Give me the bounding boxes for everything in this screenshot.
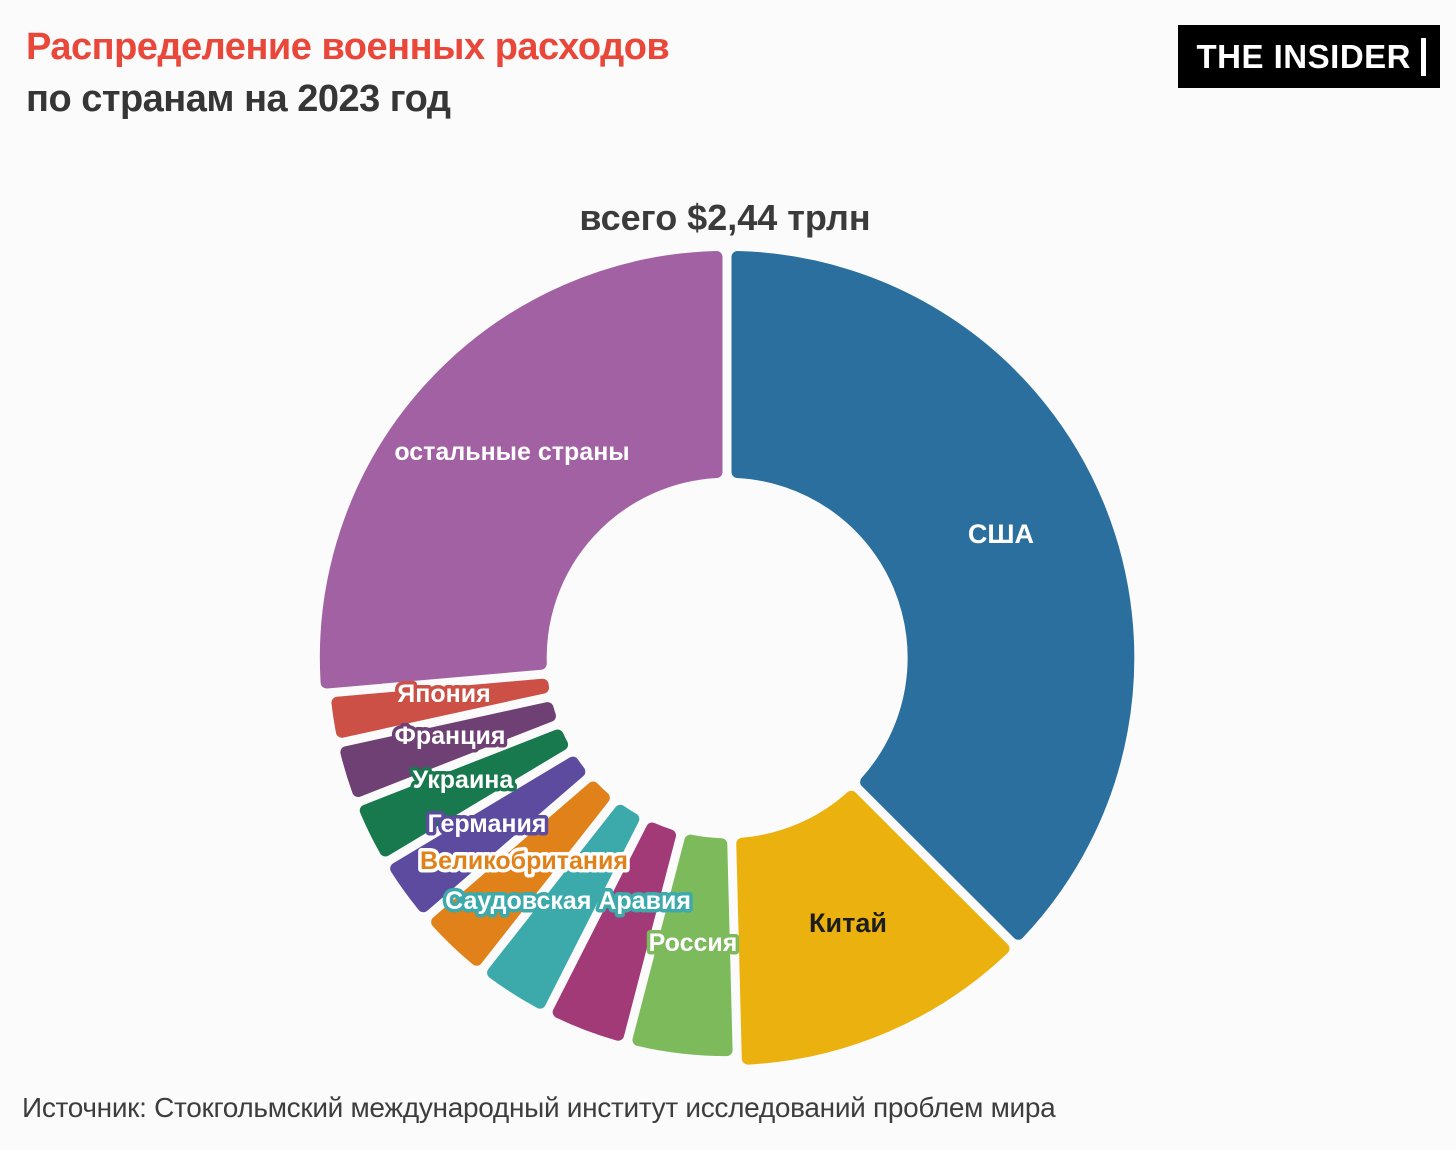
logo-text: THE INSIDER (1196, 37, 1411, 75)
slice-label-france: Франция (395, 722, 506, 750)
segment-остальные страны[interactable] (319, 251, 723, 689)
segment-Украина[interactable] (359, 729, 569, 857)
page-title: Распределение военных расходов (26, 26, 670, 68)
slice-label-rest-of-world: остальные страны (394, 438, 629, 466)
donut-segments (319, 251, 1135, 1065)
segment-unlabeled[interactable] (552, 822, 677, 1041)
slice-label-china: Китай (809, 908, 887, 938)
segment-США[interactable] (731, 251, 1135, 940)
slice-label-uk: Великобритания (420, 847, 628, 875)
segment-Германия[interactable] (390, 756, 586, 913)
slice-labels: США Китай Россия Саудовская Аравия Велик… (391, 438, 1034, 961)
slice-label-usa: США (968, 519, 1034, 549)
segment-Китай[interactable] (736, 790, 1010, 1065)
header: Распределение военных расходов по страна… (26, 26, 670, 120)
source-note: Источник: Стокгольмский международный ин… (22, 1092, 1056, 1123)
segment-Япония[interactable] (331, 678, 550, 738)
slice-label-ukraine: Украина (413, 766, 515, 794)
chart-total-label: всего $2,44 трлн (579, 197, 871, 238)
the-insider-logo: THE INSIDER (1178, 25, 1440, 88)
segment-Франция[interactable] (340, 702, 556, 797)
slice-label-japan: Япония (397, 680, 490, 708)
logo-cursor-bar (1421, 37, 1426, 76)
segment-Саудовская Аравия[interactable] (487, 804, 640, 1009)
slice-label-saudi-arabia: Саудовская Аравия (445, 887, 691, 915)
slice-label-russia: Россия (649, 929, 738, 957)
segment-Великобритания[interactable] (431, 781, 610, 966)
page-subtitle: по странам на 2023 год (26, 78, 451, 120)
slice-label-germany: Германия (428, 810, 547, 838)
segment-Россия[interactable] (632, 834, 733, 1057)
